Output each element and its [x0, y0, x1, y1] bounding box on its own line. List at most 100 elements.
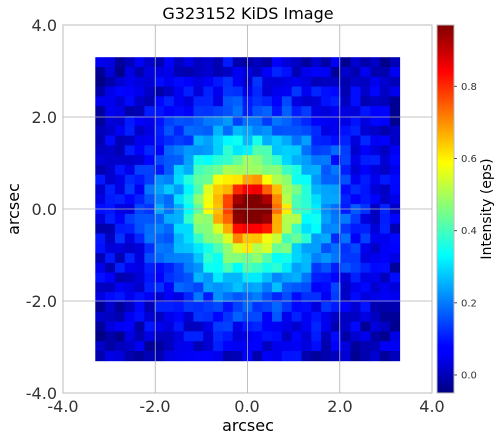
heatmap-cell	[124, 282, 135, 293]
heatmap-cell	[301, 106, 312, 117]
heatmap-cell	[105, 115, 116, 127]
heatmap-cell	[164, 351, 175, 362]
heatmap-cell	[183, 282, 194, 293]
heatmap-cell	[183, 174, 194, 185]
heatmap-cell	[203, 253, 214, 264]
heatmap-cell	[183, 213, 194, 225]
heatmap-cell	[203, 135, 214, 146]
heatmap-cell	[164, 321, 175, 332]
heatmap-cell	[281, 57, 293, 68]
heatmap-cell	[330, 76, 342, 87]
heatmap-cell	[330, 282, 342, 293]
heatmap-cell	[330, 66, 342, 78]
heatmap-cell	[252, 145, 263, 156]
heatmap-cell	[193, 57, 204, 68]
heatmap-cell	[272, 243, 283, 254]
heatmap-cell	[95, 106, 106, 117]
heatmap-cell	[114, 174, 126, 185]
heatmap-cell	[144, 262, 155, 274]
heatmap-cell	[95, 223, 106, 234]
heatmap-cell	[183, 243, 194, 254]
heatmap-cell	[389, 125, 401, 136]
heatmap-cell	[340, 331, 352, 342]
heatmap-cell	[105, 311, 116, 323]
heatmap-cell	[164, 125, 175, 136]
heatmap-cell	[281, 243, 293, 254]
heatmap-cell	[380, 194, 391, 205]
heatmap-cell	[301, 174, 312, 185]
heatmap-cell	[281, 174, 293, 185]
heatmap-cell	[360, 262, 371, 274]
heatmap-cell	[193, 311, 204, 323]
heatmap-cell	[114, 292, 126, 303]
heatmap-cell	[311, 174, 322, 185]
heatmap-cell	[301, 194, 312, 205]
heatmap-cell	[301, 155, 312, 166]
heatmap-cell	[124, 135, 135, 146]
heatmap-cell	[173, 96, 185, 107]
heatmap-cell	[370, 272, 381, 283]
heatmap-cell	[173, 351, 185, 362]
heatmap-cell	[330, 115, 342, 127]
heatmap-cell	[183, 115, 194, 127]
heatmap-cell	[124, 213, 135, 225]
heatmap-cell	[311, 341, 322, 352]
heatmap-cell	[360, 115, 371, 127]
heatmap-cell	[321, 155, 332, 166]
heatmap-cell	[360, 184, 371, 195]
heatmap-cell	[164, 341, 175, 352]
heatmap-cell	[291, 282, 302, 293]
heatmap-cell	[321, 321, 332, 332]
heatmap-cell	[124, 243, 135, 254]
heatmap-cell	[350, 57, 361, 68]
heatmap-cell	[311, 164, 322, 176]
heatmap-cell	[321, 135, 332, 146]
heatmap-cell	[291, 341, 302, 352]
heatmap-cell	[114, 233, 126, 244]
heatmap-cell	[360, 164, 371, 176]
heatmap-cell	[95, 253, 106, 264]
heatmap-cell	[222, 311, 234, 323]
heatmap-cell	[154, 351, 165, 362]
heatmap-cell	[164, 243, 175, 254]
heatmap-cell	[262, 292, 273, 303]
heatmap-cell	[222, 76, 234, 87]
heatmap-cell	[222, 321, 234, 332]
heatmap-cell	[134, 194, 145, 205]
heatmap-cell	[330, 302, 342, 313]
heatmap-cell	[291, 76, 302, 87]
heatmap-cell	[144, 282, 155, 293]
heatmap-cell	[389, 76, 401, 87]
heatmap-cell	[281, 106, 293, 117]
heatmap-cell	[134, 155, 145, 166]
heatmap-cell	[144, 233, 155, 244]
heatmap-cell	[350, 243, 361, 254]
heatmap-cell	[301, 135, 312, 146]
y-tick-label: -2.0	[26, 292, 57, 311]
heatmap-cell	[222, 262, 234, 274]
heatmap-cell	[252, 96, 263, 107]
heatmap-cell	[321, 145, 332, 156]
heatmap-cell	[311, 86, 322, 97]
heatmap-cell	[340, 253, 352, 264]
heatmap-cell	[301, 262, 312, 274]
x-tick-label: -4.0	[47, 397, 78, 416]
heatmap-cell	[164, 311, 175, 323]
heatmap-cell	[262, 223, 273, 234]
heatmap-cell	[272, 76, 283, 87]
heatmap-cell	[301, 223, 312, 234]
heatmap-cell	[193, 331, 204, 342]
heatmap-cell	[213, 194, 224, 205]
heatmap-cell	[154, 341, 165, 352]
heatmap-cell	[272, 145, 283, 156]
heatmap-cell	[311, 106, 322, 117]
heatmap-cell	[262, 145, 273, 156]
heatmap-cell	[124, 272, 135, 283]
heatmap-cell	[311, 321, 322, 332]
heatmap-cell	[95, 86, 106, 97]
heatmap-cell	[311, 331, 322, 342]
heatmap-cell	[222, 106, 234, 117]
heatmap-cell	[183, 145, 194, 156]
heatmap-cell	[340, 341, 352, 352]
heatmap-cell	[291, 213, 302, 225]
